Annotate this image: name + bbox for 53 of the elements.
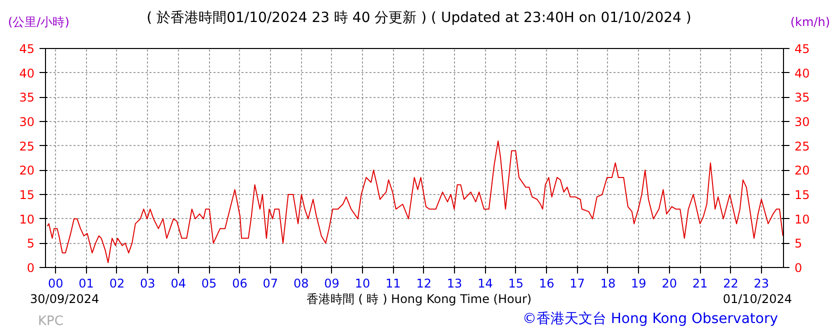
x-axis-title: 香港時間 ( 時 ) Hong Kong Time (Hour) bbox=[306, 292, 532, 306]
text: 30/09/2024 bbox=[30, 291, 100, 308]
y2-tick-label: 10 bbox=[794, 212, 810, 226]
x-tick-label: 11 bbox=[386, 276, 401, 290]
x-tick-label: 10 bbox=[354, 276, 370, 290]
x-tick-label: 13 bbox=[446, 276, 462, 290]
x-tick-label: 00 bbox=[48, 276, 64, 290]
y-tick-label: 0 bbox=[26, 261, 35, 275]
x-tick-label: 01 bbox=[78, 276, 94, 290]
x-tick-label: 17 bbox=[570, 276, 585, 290]
y2-axis-title: (km/h) bbox=[790, 14, 830, 31]
x-tick-label: 12 bbox=[416, 276, 432, 290]
chart-title: ( 於香港時間01/10/2024 23 時 40 分更新 ) ( Updated at 23:40H on 01/10/2024 ) bbox=[146, 10, 692, 26]
text: ©香港天文台 Hong Kong Observatory bbox=[522, 310, 778, 329]
x-tick-label: 21 bbox=[692, 276, 708, 290]
y-axis-title: (公里/小時) bbox=[8, 14, 70, 31]
y2-tick-label: 35 bbox=[794, 90, 810, 105]
y2-tick-label: 25 bbox=[794, 139, 810, 154]
y-tick-label: 20 bbox=[19, 164, 35, 178]
x-tick-label: 04 bbox=[170, 276, 186, 290]
y2-tick-label: 5 bbox=[794, 236, 802, 251]
text: 01/10/2024 bbox=[722, 291, 792, 308]
line-series bbox=[46, 140, 784, 264]
y2-tick-label: 20 bbox=[794, 164, 810, 178]
y-tick-label: 10 bbox=[19, 212, 35, 226]
x-tick-label: 05 bbox=[201, 276, 217, 290]
x-tick-label: 19 bbox=[631, 276, 646, 290]
x-tick-label: 06 bbox=[232, 276, 248, 290]
y-tick-label: 15 bbox=[19, 188, 35, 202]
y2-tick-label: 15 bbox=[794, 188, 810, 202]
y-tick-label: 35 bbox=[19, 90, 35, 105]
x-tick-label: 14 bbox=[478, 276, 493, 290]
x-tick-label: 15 bbox=[508, 276, 524, 290]
y-tick-label: 40 bbox=[19, 66, 35, 80]
x-tick-label: 07 bbox=[262, 276, 278, 290]
x-tick-label: 03 bbox=[140, 276, 156, 290]
y-tick-label: 5 bbox=[26, 236, 35, 251]
y2-tick-label: 30 bbox=[794, 115, 810, 129]
x-tick-label: 16 bbox=[538, 276, 554, 290]
text: KPC bbox=[38, 313, 64, 331]
x-tick-label: 09 bbox=[324, 276, 340, 290]
x-tick-label: 23 bbox=[754, 276, 770, 290]
y-tick-label: 25 bbox=[19, 139, 35, 154]
y2-tick-label: 45 bbox=[794, 42, 810, 56]
x-tick-label: 22 bbox=[723, 276, 738, 290]
y-tick-label: 45 bbox=[19, 42, 35, 56]
y2-tick-label: 40 bbox=[794, 66, 810, 80]
y2-tick-label: 0 bbox=[794, 261, 802, 275]
x-tick-label: 18 bbox=[600, 276, 616, 290]
x-tick-label: 08 bbox=[293, 276, 309, 290]
x-tick-label: 20 bbox=[662, 276, 677, 290]
x-tick-label: 02 bbox=[109, 276, 125, 290]
y-tick-label: 30 bbox=[19, 115, 35, 129]
